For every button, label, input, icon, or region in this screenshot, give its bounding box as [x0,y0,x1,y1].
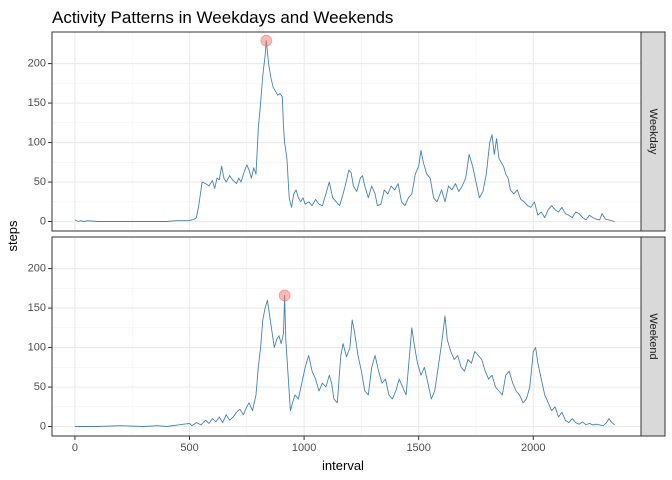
x-tick-label: 1500 [406,442,430,454]
series-line-weekend [74,294,615,427]
series-line-weekday [74,40,615,222]
x-tick-label: 1000 [292,442,316,454]
facet-strip [640,31,666,232]
facet-strip-label: Weekday [647,109,659,155]
y-axis-title: steps [5,220,20,252]
x-tick-label: 0 [72,442,78,454]
x-axis-title: interval [322,458,364,473]
y-tick-label: 50 [34,176,46,188]
y-tick-label: 150 [28,97,46,109]
y-tick-label: 100 [28,137,46,149]
chart-title: Activity Patterns in Weekdays and Weeken… [52,8,393,27]
peak-marker [260,34,273,47]
y-tick-label: 100 [28,342,46,354]
facet-strip-label: Weekend [647,313,659,359]
y-tick-label: 0 [40,421,46,433]
x-tick-label: 500 [180,442,198,454]
panel-background [52,237,641,436]
y-tick-label: 0 [40,216,46,228]
panel-background [52,32,641,231]
x-tick-label: 2000 [521,442,545,454]
y-tick-label: 150 [28,302,46,314]
y-tick-label: 50 [34,381,46,393]
peak-marker [278,289,291,302]
x-axis: 0 500 1000 1500 2000 [72,436,546,454]
panel-weekend: Weekend 0 50 100 150 200 [28,236,666,437]
panel-weekday: Weekday 0 50 100 150 200 [28,31,666,232]
facet-strip [640,236,666,437]
y-tick-label: 200 [28,263,46,275]
y-tick-label: 200 [28,58,46,70]
